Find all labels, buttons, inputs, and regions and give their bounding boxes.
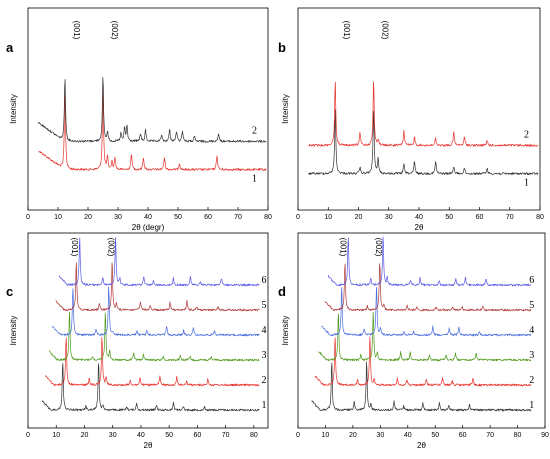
- x-tick-label: 30: [114, 214, 122, 221]
- panel-letter-a: a: [6, 40, 14, 55]
- y-axis-label-d: Intensity: [281, 316, 290, 346]
- x-tick-label: 30: [385, 214, 393, 221]
- panel-letter-b: b: [278, 40, 286, 55]
- x-axis-label-a: 2θ (degr): [132, 223, 165, 232]
- x-tick-label: 60: [194, 432, 202, 439]
- panel-b: b Intensity 0 10 20 30 40 50 60 70 80 2θ 1 2 (001) (002…: [278, 7, 544, 232]
- x-tick-label: 30: [109, 432, 117, 439]
- xrd-pattern-a-2: [38, 77, 267, 143]
- x-tick-label: 60: [204, 214, 212, 221]
- hkl-annotation: (002): [381, 21, 390, 40]
- panel-d: d Intensity 0 10 20 30 40 50 60 70 80 90 2θ 1 2 3 4 5 6 (00…: [278, 232, 549, 450]
- x-tick-label: 0: [26, 432, 30, 439]
- x-tick-label: 70: [486, 432, 494, 439]
- curve-number: 6: [262, 275, 267, 286]
- curve-number: 4: [262, 325, 267, 336]
- xrd-pattern-c-2: [45, 337, 260, 387]
- hkl-annotation: (002): [106, 238, 115, 257]
- x-tick-label: 70: [506, 214, 514, 221]
- x-axis-label-c: 2θ: [144, 441, 153, 450]
- curve-number: 5: [262, 300, 267, 311]
- y-axis-label-c: Intensity: [9, 316, 18, 346]
- x-tick-label: 50: [445, 214, 453, 221]
- curve-number: 2: [252, 125, 257, 136]
- x-tick-label: 90: [541, 432, 549, 439]
- x-axis-label-d: 2θ: [417, 441, 426, 450]
- x-axis-label-b: 2θ: [415, 223, 424, 232]
- x-tick-label: 10: [54, 214, 62, 221]
- hkl-annotation: (001): [72, 21, 81, 40]
- curve-number: 2: [529, 375, 534, 386]
- curve-number: 1: [529, 400, 534, 411]
- x-tick-label: 80: [264, 214, 272, 221]
- curve-number: 5: [529, 300, 534, 311]
- xrd-pattern-d-5: [324, 263, 532, 312]
- curve-number: 6: [529, 275, 534, 286]
- curve-number: 1: [252, 174, 257, 185]
- xrd-pattern-c-6: [58, 237, 260, 287]
- x-tick-label: 60: [459, 432, 467, 439]
- xrd-pattern-d-3: [318, 312, 532, 362]
- curve-number: 4: [529, 325, 534, 336]
- x-tick-label: 70: [234, 214, 242, 221]
- x-tick-label: 10: [322, 432, 330, 439]
- xrd-pattern-b-2: [308, 81, 539, 147]
- xrd-pattern-a-1: [38, 90, 267, 171]
- xrd-pattern-c-1: [41, 363, 260, 412]
- panel-a: a Intensity 0 10 20 30 40 50 60 70 80 2θ (degr) 1 2 (0…: [6, 7, 272, 232]
- panel-letter-d: d: [278, 284, 286, 299]
- curve-number: 3: [529, 350, 534, 361]
- y-axis-label-a: Intensity: [9, 94, 18, 124]
- y-axis-label-b: Intensity: [281, 94, 290, 124]
- x-tick-label: 0: [296, 214, 300, 221]
- x-tick-label: 50: [165, 432, 173, 439]
- x-tick-label: 40: [404, 432, 412, 439]
- x-tick-label: 40: [137, 432, 145, 439]
- x-tick-label: 50: [174, 214, 182, 221]
- panel-c: c Intensity 0 10 20 30 40 50 60 70 80 2θ 1 2 3 4 5 6 (001)…: [6, 232, 269, 450]
- xrd-pattern-d-6: [327, 236, 532, 287]
- x-tick-label: 20: [349, 432, 357, 439]
- x-tick-label: 10: [52, 432, 60, 439]
- x-tick-label: 40: [144, 214, 152, 221]
- curve-number: 2: [524, 129, 529, 140]
- hkl-annotation: (002): [374, 238, 383, 257]
- x-tick-label: 80: [514, 432, 522, 439]
- x-tick-label: 20: [81, 432, 89, 439]
- curve-number: 1: [262, 400, 267, 411]
- x-tick-label: 60: [476, 214, 484, 221]
- x-tick-label: 70: [222, 432, 230, 439]
- x-tick-label: 20: [355, 214, 363, 221]
- xrd-pattern-b-1: [308, 109, 539, 176]
- x-tick-label: 0: [296, 432, 300, 439]
- curve-number: 1: [524, 178, 529, 189]
- xrd-pattern-d-2: [314, 336, 532, 387]
- hkl-annotation: (001): [70, 238, 79, 257]
- curve-number: 2: [262, 375, 267, 386]
- x-tick-label: 0: [26, 214, 30, 221]
- curve-number: 3: [262, 350, 267, 361]
- x-tick-label: 40: [415, 214, 423, 221]
- x-tick-label: 30: [376, 432, 384, 439]
- xrd-pattern-c-4: [51, 286, 260, 337]
- hkl-annotation: (001): [342, 21, 351, 40]
- hkl-annotation: (002): [110, 21, 119, 40]
- xrd-pattern-d-4: [321, 286, 532, 337]
- x-tick-label: 50: [431, 432, 439, 439]
- x-tick-label: 20: [84, 214, 92, 221]
- xrd-pattern-c-5: [55, 262, 260, 312]
- xrd-pattern-c-3: [48, 312, 260, 362]
- xrd-pattern-d-1: [311, 361, 532, 412]
- x-tick-label: 80: [536, 214, 544, 221]
- plot-frame-c: [27, 232, 269, 429]
- x-tick-label: 10: [324, 214, 332, 221]
- plot-frame-d: [297, 232, 546, 429]
- panel-letter-c: c: [6, 284, 13, 299]
- hkl-annotation: (001): [339, 238, 348, 257]
- x-tick-label: 80: [250, 432, 258, 439]
